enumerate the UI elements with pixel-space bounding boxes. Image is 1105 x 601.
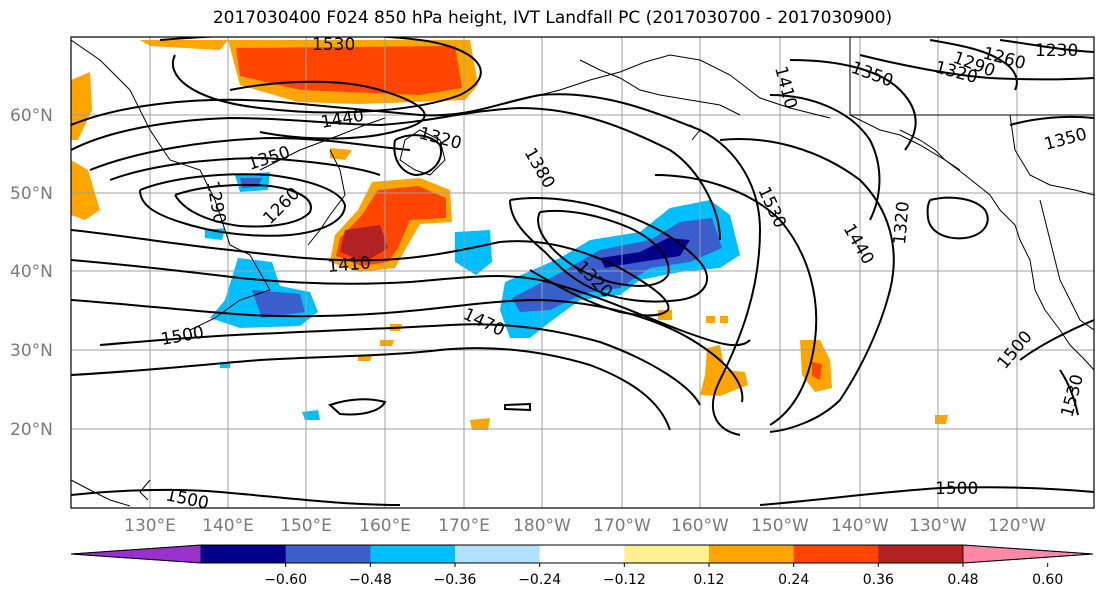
- coastlines: [71, 37, 1094, 507]
- lon-label: 160°W: [671, 516, 729, 536]
- lon-label: 150°W: [751, 516, 809, 536]
- lat-label: 20°N: [10, 420, 53, 440]
- colorbar-segment: [455, 545, 541, 563]
- colorbar-segment: [201, 545, 287, 563]
- colorbar-tick-label: −0.60: [264, 572, 307, 588]
- contour-label: 1530: [312, 35, 355, 55]
- colorbar-tick-label: −0.24: [518, 572, 561, 588]
- colorbar-tick-label: −0.36: [434, 572, 477, 588]
- colorbar-segment: [793, 545, 879, 563]
- map-title: 2017030400 F024 850 hPa height, IVT Land…: [212, 8, 893, 28]
- lon-label: 120°W: [988, 516, 1046, 536]
- longitude-labels: 130°E 140°E 150°E 160°E 170°E 180°W 170°…: [124, 516, 1046, 536]
- latitude-labels: 60°N 50°N 40°N 30°N 20°N: [10, 106, 53, 440]
- colorbar: −0.60 −0.48 −0.36 −0.24 −0.12 0.12 0.24 0.36 0.4…: [70, 544, 1094, 588]
- lat-label: 50°N: [10, 184, 53, 204]
- colorbar-tick-label: −0.12: [603, 572, 646, 588]
- colorbar-tick-label: 0.24: [778, 572, 809, 588]
- colorbar-segment: [878, 545, 964, 563]
- colorbar-tick-label: −0.48: [349, 572, 392, 588]
- lat-label: 40°N: [10, 262, 53, 282]
- colorbar-tick-label: 0.12: [693, 572, 724, 588]
- lon-label: 150°E: [280, 516, 332, 536]
- lon-label: 160°E: [359, 516, 411, 536]
- lon-label: 140°W: [831, 516, 889, 536]
- lon-label: 130°E: [124, 516, 176, 536]
- lon-label: 170°W: [593, 516, 651, 536]
- lon-label: 180°W: [513, 516, 571, 536]
- colorbar-segment: [709, 545, 795, 563]
- contour-label: 1320: [890, 201, 914, 246]
- lon-label: 130°W: [909, 516, 967, 536]
- height-contours: [71, 37, 1094, 506]
- colorbar-segment: [539, 545, 625, 563]
- colorbar-tick-label: 0.36: [863, 572, 894, 588]
- map-frame: [70, 36, 1095, 509]
- lon-label: 170°E: [438, 516, 490, 536]
- contour-label: 1500: [935, 479, 978, 499]
- colorbar-tick-label: 0.60: [1032, 572, 1063, 588]
- lat-label: 30°N: [10, 341, 53, 361]
- contour-label: 1500: [164, 485, 210, 514]
- colorbar-extend-high: [962, 544, 1094, 564]
- colorbar-tick-label: 0.48: [947, 572, 978, 588]
- colorbar-outline: [70, 544, 1094, 564]
- colorbar-segment: [624, 545, 710, 563]
- lat-label: 60°N: [10, 106, 53, 126]
- colorbar-segment: [370, 545, 456, 563]
- lon-label: 140°E: [202, 516, 254, 536]
- contour-label: 1410: [327, 253, 372, 277]
- colorbar-segment: [285, 545, 371, 563]
- colorbar-extend-low: [70, 544, 202, 564]
- contour-label: 1230: [1035, 41, 1078, 61]
